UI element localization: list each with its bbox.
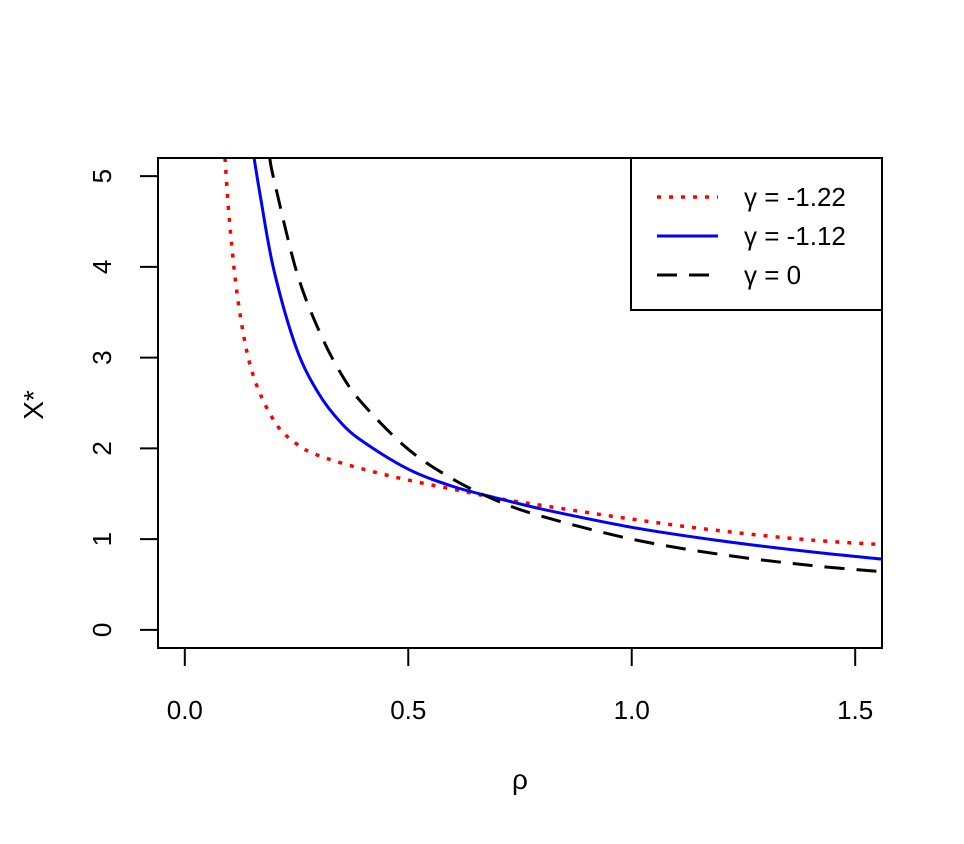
x-axis: 0.0 0.5 1.0 1.5 [167,647,873,725]
x-axis-title: ρ [512,764,528,795]
y-tick-label: 5 [87,169,117,183]
y-tick-label: 2 [87,441,117,455]
y-tick-label: 1 [87,532,117,546]
legend-label-2: γ = -1.12 [744,221,846,251]
legend: γ = -1.22 γ = -1.12 γ = 0 [630,157,883,311]
y-axis: 0 1 2 3 4 5 [87,169,159,637]
x-tick-label: 1.5 [837,695,873,725]
series-line-1 [223,158,882,547]
x-tick-label: 0.0 [167,695,203,725]
series-line-2 [252,158,882,561]
y-tick-label: 4 [87,260,117,274]
y-axis-title: X* [18,390,49,420]
x-tick-label: 1.0 [614,695,650,725]
y-tick-label: 3 [87,350,117,364]
x-tick-label: 0.5 [390,695,426,725]
y-tick-label: 0 [87,623,117,637]
series-layer [223,158,882,574]
legend-label-3: γ = 0 [744,260,801,290]
legend-label-1: γ = -1.22 [744,182,846,212]
legend-box [630,157,883,311]
